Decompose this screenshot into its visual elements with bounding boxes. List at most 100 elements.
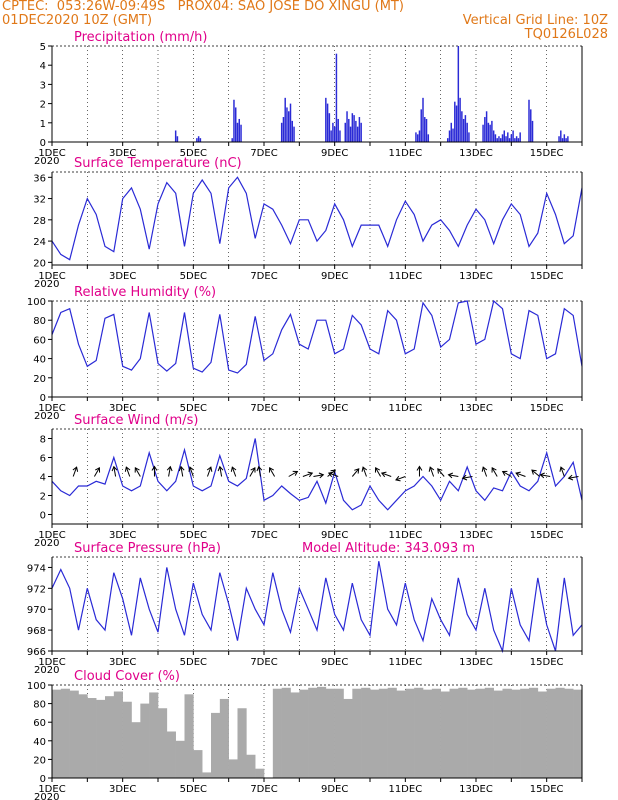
cloud-fill <box>149 692 159 778</box>
wind-arrow-shaft <box>375 467 382 477</box>
temp-ytick-label: 28 <box>33 216 46 227</box>
wind-arrow-shaft <box>134 467 141 477</box>
precip-bar <box>459 97 461 142</box>
cloud-ytick-label: 60 <box>33 718 46 729</box>
cloud-fill <box>122 701 132 778</box>
precip-bar <box>199 138 202 142</box>
cloud-fill <box>431 688 441 778</box>
wind-arrow-shaft <box>113 466 117 477</box>
precip-bar <box>519 132 521 142</box>
precip-xtick-label: 9DEC <box>321 148 348 159</box>
rh-xtick-label: 9DEC <box>321 403 348 414</box>
wind-arrow-shaft <box>206 466 212 477</box>
cloud-fill <box>449 688 459 778</box>
precip-bar <box>446 138 449 142</box>
precip-bar <box>499 138 502 142</box>
precip-bar <box>484 117 486 142</box>
wind-arrow-head <box>217 465 224 472</box>
wind-arrow-shaft <box>351 468 360 477</box>
precip-bar <box>358 117 361 142</box>
precip-bar <box>289 103 292 142</box>
precip-bar <box>415 132 417 142</box>
precip-bar <box>422 97 424 142</box>
rh-ytick-label: 20 <box>33 374 46 385</box>
precip-bar <box>462 118 465 142</box>
cloud-fill <box>255 768 265 778</box>
wind-arrow-head <box>72 466 79 472</box>
rh-series-line <box>51 299 583 374</box>
precip-bar <box>517 138 520 142</box>
pres-xtick-label: 13DEC <box>459 657 493 668</box>
precip-bar <box>531 120 534 142</box>
precip-bar <box>567 136 569 142</box>
precip-bar <box>457 46 460 142</box>
wind-arrow-shaft <box>93 467 100 477</box>
cloud-fill <box>78 694 88 778</box>
precip-bar <box>238 118 241 142</box>
temp-ytick-label: 36 <box>33 173 46 184</box>
precip-bar <box>454 101 456 142</box>
precip-bar <box>293 126 295 142</box>
precip-bar <box>514 138 516 142</box>
wind-arrow-head <box>461 474 468 481</box>
wind-arrow-head <box>330 469 336 475</box>
cloud-fill <box>440 691 450 778</box>
rh-panel: Relative Humidity (%) 0 20 40 60 80 100 1DEC 3DE… <box>27 285 583 422</box>
precip-bar <box>420 109 422 142</box>
precip-bar <box>355 120 357 142</box>
wind-ytick-label: 4 <box>40 473 46 484</box>
wind-xtick-label: 1DEC <box>38 530 65 541</box>
wind-arrow-head <box>268 467 274 473</box>
cloud-title: Cloud Cover (%) <box>74 669 180 684</box>
precip-bar <box>333 126 336 142</box>
wind-arrow-shaft <box>381 472 392 477</box>
wind-arrow-head <box>515 471 521 478</box>
wind-arrow-head <box>481 466 488 472</box>
wind-title: Surface Wind (m/s) <box>74 413 198 428</box>
cloud-fill <box>87 698 97 778</box>
precip-bar <box>494 134 497 142</box>
temp-title: Surface Temperature (nC) <box>74 156 242 171</box>
wind-arrow-head <box>111 465 118 472</box>
precip-bar <box>424 117 426 142</box>
pres-xtick-label: 7DEC <box>250 657 277 668</box>
precip-bar <box>346 111 348 142</box>
cloud-fill <box>493 690 503 778</box>
precip-bar <box>328 113 331 142</box>
cloud-fill <box>343 698 353 778</box>
cloud-ytick-label: 100 <box>27 681 46 692</box>
pres-xtick-label: 5DEC <box>180 657 207 668</box>
precip-bar <box>455 105 458 142</box>
cloud-fill <box>502 688 512 778</box>
precip-bar <box>236 122 239 142</box>
wind-arrow-shaft <box>189 466 194 477</box>
precip-bar <box>174 130 177 142</box>
precip-bar <box>448 130 451 142</box>
precip-bar <box>560 130 562 142</box>
cloud-fill <box>308 687 318 778</box>
precip-xtick-label: 15DEC <box>530 148 564 159</box>
cloud-fill <box>555 687 565 778</box>
precip-ytick-label: 4 <box>40 61 46 72</box>
pres-panel: Surface Pressure (hPa) Model Altitude: 34… <box>27 541 583 676</box>
precip-bar <box>565 138 567 142</box>
wind-arrow-shaft <box>515 472 526 477</box>
rh-ytick-label: 60 <box>33 335 46 346</box>
pres-xtick-label: 1DEC <box>38 657 65 668</box>
precip-bar <box>492 130 495 142</box>
precip-bar <box>332 122 334 142</box>
precip-bar <box>339 130 341 142</box>
temp-series-line <box>51 176 583 261</box>
precip-bar <box>349 126 352 142</box>
wind-arrow-head <box>206 466 213 472</box>
temp-panel: Surface Temperature (nC) 20 24 28 32 36 1DEC 3D… <box>33 156 583 290</box>
wind-arrow-shaft <box>328 472 339 477</box>
precip-bar <box>528 99 530 142</box>
precip-bar <box>325 97 327 142</box>
wind-arrow-shaft <box>219 466 223 477</box>
precip-bar <box>286 107 288 142</box>
precip-bar <box>284 97 286 142</box>
wind-ytick-label: 2 <box>40 492 46 503</box>
wind-arrow-shaft <box>491 467 498 477</box>
